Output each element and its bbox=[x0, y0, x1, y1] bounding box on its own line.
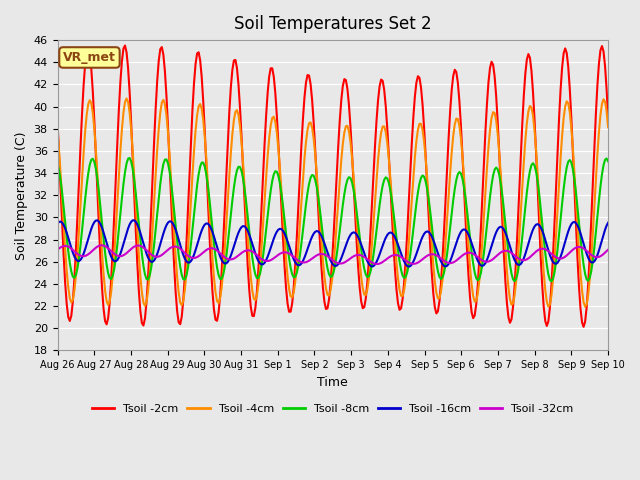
Tsoil -2cm bbox=[121, 43, 129, 48]
Tsoil -4cm bbox=[604, 124, 612, 130]
Tsoil -2cm bbox=[54, 119, 61, 124]
Line: Tsoil -2cm: Tsoil -2cm bbox=[58, 46, 608, 327]
Tsoil -16cm bbox=[121, 236, 129, 241]
Title: Soil Temperatures Set 2: Soil Temperatures Set 2 bbox=[234, 15, 431, 33]
Tsoil -32cm bbox=[577, 244, 584, 250]
Tsoil -4cm bbox=[575, 248, 583, 254]
Tsoil -16cm bbox=[405, 264, 413, 270]
Tsoil -4cm bbox=[121, 99, 129, 105]
Tsoil -32cm bbox=[98, 242, 106, 248]
Tsoil -16cm bbox=[296, 262, 304, 268]
Text: VR_met: VR_met bbox=[63, 51, 116, 64]
Tsoil -2cm bbox=[296, 173, 304, 179]
Tsoil -8cm bbox=[237, 168, 245, 174]
Line: Tsoil -32cm: Tsoil -32cm bbox=[58, 245, 608, 264]
Tsoil -4cm bbox=[54, 128, 61, 133]
Tsoil -2cm bbox=[604, 116, 612, 121]
Line: Tsoil -8cm: Tsoil -8cm bbox=[58, 158, 608, 281]
Tsoil -16cm bbox=[220, 259, 227, 265]
Tsoil -16cm bbox=[237, 224, 245, 230]
Tsoil -32cm bbox=[220, 253, 227, 259]
Tsoil -32cm bbox=[296, 259, 304, 264]
Tsoil -8cm bbox=[220, 272, 227, 278]
Tsoil -2cm bbox=[580, 324, 588, 330]
Tsoil -4cm bbox=[123, 96, 131, 101]
Tsoil -32cm bbox=[237, 250, 245, 256]
Tsoil -8cm bbox=[296, 253, 304, 259]
Tsoil -16cm bbox=[131, 217, 138, 223]
Tsoil -32cm bbox=[123, 250, 131, 256]
Line: Tsoil -16cm: Tsoil -16cm bbox=[58, 220, 608, 267]
Tsoil -4cm bbox=[237, 140, 245, 145]
Tsoil -16cm bbox=[577, 230, 584, 236]
Tsoil -8cm bbox=[121, 169, 129, 175]
Legend: Tsoil -2cm, Tsoil -4cm, Tsoil -8cm, Tsoil -16cm, Tsoil -32cm: Tsoil -2cm, Tsoil -4cm, Tsoil -8cm, Tsoi… bbox=[88, 399, 578, 418]
Tsoil -2cm bbox=[123, 49, 131, 55]
Tsoil -32cm bbox=[54, 247, 61, 252]
Tsoil -16cm bbox=[247, 236, 255, 242]
Tsoil -4cm bbox=[247, 274, 255, 280]
Tsoil -16cm bbox=[54, 221, 61, 227]
Tsoil -8cm bbox=[604, 158, 612, 164]
Tsoil -8cm bbox=[548, 278, 556, 284]
X-axis label: Time: Time bbox=[317, 376, 348, 389]
Tsoil -16cm bbox=[604, 220, 612, 226]
Tsoil -2cm bbox=[247, 304, 255, 310]
Tsoil -8cm bbox=[54, 161, 61, 167]
Y-axis label: Soil Temperature (C): Soil Temperature (C) bbox=[15, 131, 28, 260]
Tsoil -8cm bbox=[577, 235, 584, 241]
Tsoil -32cm bbox=[247, 248, 255, 254]
Tsoil -32cm bbox=[372, 261, 380, 267]
Tsoil -2cm bbox=[575, 284, 583, 289]
Tsoil -4cm bbox=[220, 268, 227, 274]
Tsoil -4cm bbox=[296, 222, 304, 228]
Tsoil -4cm bbox=[581, 304, 589, 310]
Tsoil -2cm bbox=[237, 134, 245, 140]
Line: Tsoil -4cm: Tsoil -4cm bbox=[58, 98, 608, 307]
Tsoil -2cm bbox=[220, 240, 227, 246]
Tsoil -32cm bbox=[604, 247, 612, 252]
Tsoil -8cm bbox=[126, 155, 134, 161]
Tsoil -8cm bbox=[247, 242, 255, 248]
